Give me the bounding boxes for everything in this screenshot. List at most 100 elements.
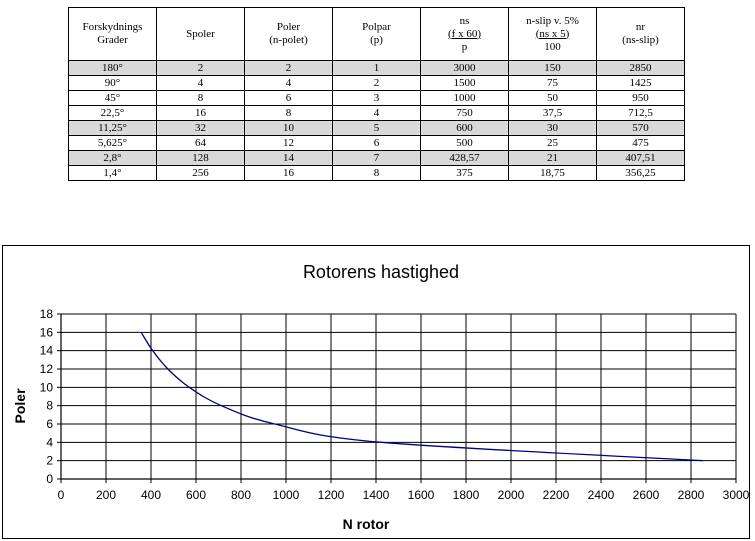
pole-speed-table: Forskydnings Grader Spoler Poler (n-pole…: [68, 7, 685, 181]
table-cell: 2850: [596, 60, 685, 76]
x-tick-label: 2400: [588, 488, 615, 502]
table-cell: 4: [156, 75, 245, 91]
y-tick-label: 12: [40, 362, 54, 376]
header-line: Grader: [97, 34, 128, 46]
table-cell: 1,4°: [68, 165, 157, 181]
x-tick-label: 2000: [498, 488, 525, 502]
header-line: Polpar: [362, 21, 391, 33]
header-line: Forskydnings: [82, 21, 143, 33]
table-row: 11,25° 32 10 5 600 30 570: [68, 120, 685, 136]
table-cell: 475: [596, 135, 685, 151]
table-cell: 500: [420, 135, 509, 151]
table-cell: 11,25°: [68, 120, 157, 136]
table-cell: 90°: [68, 75, 157, 91]
table-cell: 1: [332, 60, 421, 76]
x-tick-label: 400: [141, 488, 161, 502]
x-tick-label: 2200: [543, 488, 570, 502]
header-line: (f x 60): [448, 27, 481, 40]
data-table-container: Forskydnings Grader Spoler Poler (n-pole…: [68, 7, 685, 181]
header-line: (ns x 5): [535, 27, 570, 40]
table-cell: 25: [508, 135, 597, 151]
table-row: 5,625° 64 12 6 500 25 475: [68, 135, 685, 151]
gridlines: [60, 313, 737, 480]
table-cell: 50: [508, 90, 597, 106]
table-cell: 37,5: [508, 105, 597, 121]
x-tick-label: 1000: [273, 488, 300, 502]
table-cell: 8: [244, 105, 333, 121]
table-cell: 5,625°: [68, 135, 157, 151]
table-cell: 1000: [420, 90, 509, 106]
x-axis-ticks: 0 200 400 600 800 1000 1200 1400 1600 1800 2000 220…: [58, 479, 749, 502]
table-cell: 4: [244, 75, 333, 91]
header-cell-pole-pairs: Polpar (p): [332, 7, 421, 61]
y-tick-label: 4: [46, 435, 53, 449]
header-line: Poler: [276, 21, 301, 33]
x-tick-label: 1800: [453, 488, 480, 502]
table-header-row: Forskydnings Grader Spoler Poler (n-pole…: [68, 7, 685, 61]
table-cell: 12: [244, 135, 333, 151]
table-row: 90° 4 4 2 1500 75 1425: [68, 75, 685, 91]
x-tick-label: 800: [231, 488, 251, 502]
header-line: nr: [635, 21, 646, 33]
table-cell: 45°: [68, 90, 157, 106]
table-cell: 1500: [420, 75, 509, 91]
header-cell-ns: ns (f x 60) p: [420, 7, 509, 61]
x-tick-label: 2800: [678, 488, 705, 502]
data-series: [140, 331, 703, 462]
y-tick-label: 16: [40, 325, 54, 339]
header-cell-nr: nr (ns-slip): [596, 7, 685, 61]
x-tick-label: 1200: [318, 488, 345, 502]
x-tick-label: 2600: [633, 488, 660, 502]
table-cell: 2: [156, 60, 245, 76]
rotor-speed-chart: Rotorens hastighed 0 200 400 600 800 1000 1200…: [12, 262, 749, 532]
table-cell: 3000: [420, 60, 509, 76]
table-cell: 750: [420, 105, 509, 121]
chart-area: Rotorens hastighed 0 200 400 600 800 1000 1200…: [2, 245, 750, 539]
header-line: n-slip v. 5%: [526, 14, 579, 27]
header-cell-slip: n-slip v. 5% (ns x 5) 100: [508, 7, 597, 61]
table-cell: 10: [244, 120, 333, 136]
header-cell-degrees: Forskydnings Grader: [68, 7, 157, 61]
table-cell: 150: [508, 60, 597, 76]
table-cell: 600: [420, 120, 509, 136]
table-cell: 2: [244, 60, 333, 76]
y-tick-label: 8: [46, 399, 53, 413]
x-tick-label: 1600: [408, 488, 435, 502]
header-line: (ns-slip): [622, 34, 659, 46]
y-tick-label: 18: [40, 307, 54, 321]
table-cell: 8: [156, 90, 245, 106]
table-cell: 18,75: [508, 165, 597, 181]
table-cell: 1425: [596, 75, 685, 91]
table-row: 45° 8 6 3 1000 50 950: [68, 90, 685, 106]
y-tick-label: 2: [46, 454, 53, 468]
table-cell: 180°: [68, 60, 157, 76]
table-cell: 5: [332, 120, 421, 136]
x-axis-title: N rotor: [343, 516, 390, 532]
table-cell: 2: [332, 75, 421, 91]
table-cell: 7: [332, 150, 421, 166]
y-axis-ticks: 0 2 4 6 8 10 12 14 16 18: [40, 307, 61, 486]
header-line: Spoler: [186, 27, 215, 40]
table-cell: 407,51: [596, 150, 685, 166]
table-cell: 32: [156, 120, 245, 136]
table-cell: 712,5: [596, 105, 685, 121]
table-cell: 6: [244, 90, 333, 106]
table-cell: 428,57: [420, 150, 509, 166]
table-cell: 75: [508, 75, 597, 91]
table-cell: 3: [332, 90, 421, 106]
table-cell: 570: [596, 120, 685, 136]
x-tick-label: 200: [96, 488, 116, 502]
y-tick-label: 14: [40, 344, 54, 358]
x-tick-label: 600: [186, 488, 206, 502]
y-axis-title: Poler: [12, 388, 28, 424]
table-cell: 64: [156, 135, 245, 151]
table-cell: 375: [420, 165, 509, 181]
chart-title: Rotorens hastighed: [303, 262, 459, 282]
y-tick-label: 0: [46, 472, 53, 486]
table-cell: 950: [596, 90, 685, 106]
header-cell-coils: Spoler: [156, 7, 245, 61]
table-cell: 4: [332, 105, 421, 121]
series-line: [140, 331, 703, 462]
x-tick-label: 0: [58, 488, 65, 502]
y-tick-label: 10: [40, 380, 54, 394]
